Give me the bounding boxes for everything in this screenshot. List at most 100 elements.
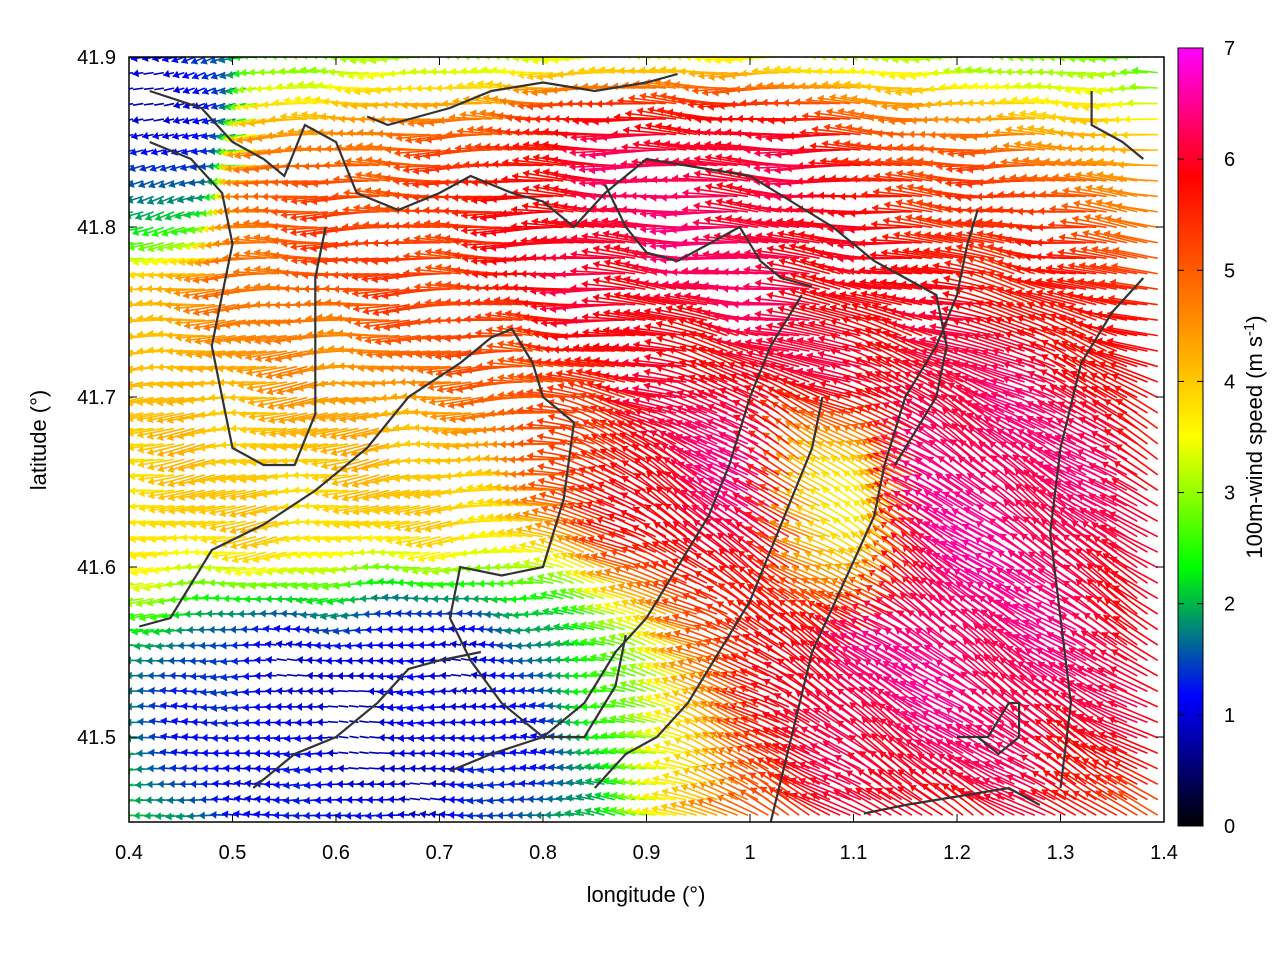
wind-arrow [982,761,1036,785]
wind-arrow-head [367,687,375,696]
wind-arrow-head [181,733,189,741]
wind-arrow-head [487,781,494,790]
wind-arrow [973,653,1015,693]
wind-arrow-head [464,455,471,464]
wind-arrow-head [457,811,464,820]
wind-arrow [799,655,841,693]
wind-arrow [1105,774,1148,801]
wind-arrow-head [504,626,511,635]
wind-arrow [669,802,708,816]
wind-arrow-head [108,442,114,450]
wind-arrow [897,768,944,801]
wind-arrow-head [325,656,332,665]
wind-arrow-head [663,739,671,748]
wind-arrow-head [275,595,282,604]
wind-arrow-head [170,534,177,543]
wind-arrow-head [662,772,670,781]
wind-arrow-head [618,746,625,755]
wind-arrow [1070,725,1118,755]
wind-arrow [1097,667,1148,693]
wind-arrow-head [237,609,244,618]
wind-arrow-head [115,687,121,695]
wind-arrow-head [253,640,260,649]
wind-arrow-head [264,780,271,789]
wind-arrow-head [548,747,555,756]
wind-arrow [699,700,739,724]
wind-arrow-head [292,471,299,480]
wind-arrow-head [428,734,435,743]
wind-arrow [701,715,739,739]
wind-arrow [860,700,903,739]
wind-arrow-head [501,469,508,478]
wind-arrow-head [651,790,659,799]
wind-arrow-head [497,579,504,588]
wind-arrow-head [448,810,455,819]
wind-arrow-head [177,641,184,650]
wind-arrow [450,673,462,677]
wind-arrow-head [522,610,529,619]
wind-arrow-head [240,441,247,450]
wind-arrow-head [293,625,300,634]
wind-arrow-head [336,780,343,789]
wind-arrow-head [115,671,121,679]
wind-arrow [934,724,984,755]
wind-arrow-head [897,786,905,794]
wind-arrow [687,800,728,816]
wind-arrow-head [674,736,682,745]
wind-arrow-head [344,811,352,820]
wind-arrow [871,716,913,754]
wind-arrow-head [220,657,228,666]
wind-arrow-head [824,659,833,666]
wind-arrow-head [435,609,442,618]
wind-arrow [781,775,831,801]
wind-arrow-head [618,713,626,722]
wind-arrow-head [439,780,446,789]
wind-arrow [811,725,862,755]
wind-arrow [670,675,708,693]
wind-arrow-head [303,518,310,527]
wind-arrow-head [1078,728,1087,736]
wind-arrow-head [668,660,676,669]
wind-arrow-head [368,548,375,557]
wind-arrow-head [208,578,215,587]
wind-arrow-head [154,582,161,591]
wind-arrow [814,689,862,724]
wind-arrow [327,705,339,708]
wind-arrow-head [901,710,909,718]
wind-arrow-head [497,796,504,805]
wind-arrow-head [177,796,185,805]
wind-arrow [799,744,851,770]
wind-arrow-head [671,785,679,794]
wind-arrow-head [714,702,722,710]
wind-arrow-head [460,686,468,695]
wind-arrow-head [191,593,199,602]
wind-arrow-head [99,503,105,511]
wind-arrow-head [222,794,230,803]
wind-arrow-head [270,581,277,590]
wind-arrow-head [190,780,197,789]
wind-arrow-head [637,678,645,687]
wind-arrow-head [479,718,486,727]
wind-arrow-head [168,656,175,665]
wind-arrow-head [179,671,186,680]
wind-arrow [296,674,308,677]
wind-arrow-head [337,764,344,773]
wind-arrow-head [347,671,354,680]
wind-arrow-head [456,609,463,618]
wind-arrow-head [458,580,465,589]
wind-arrow-head [1064,754,1072,762]
wind-arrow [1083,790,1128,816]
wind-arrow-head [810,743,818,751]
wind-arrow [1009,722,1056,754]
wind-arrow-head [496,641,503,650]
wind-arrow-head [118,612,124,620]
wind-arrow [693,716,728,739]
wind-arrow-head [103,582,109,590]
wind-arrow [765,757,810,785]
wind-arrow-head [468,734,475,743]
wind-arrow-head [359,594,366,603]
wind-arrow [823,722,872,754]
wind-arrow-head [133,642,141,651]
wind-arrow-field [99,57,1159,821]
wind-arrow-head [399,779,406,788]
